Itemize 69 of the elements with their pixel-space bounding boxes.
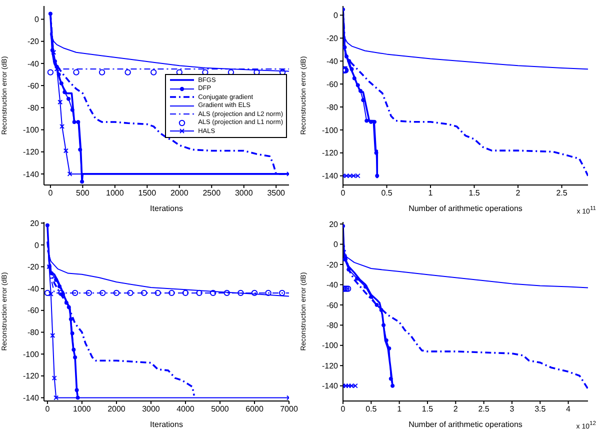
x-tick-label: 1 <box>428 188 434 198</box>
y-tick-label: -140 <box>22 170 40 179</box>
x-tick-label: 0 <box>45 404 50 414</box>
x-tick-label: 3000 <box>142 404 160 414</box>
x-tick-label: 2.5 <box>556 188 568 198</box>
x-tick-label: 2 <box>516 188 521 198</box>
x-tick-label: 6000 <box>246 404 264 414</box>
y-tick-label: -100 <box>322 126 339 135</box>
x-tick-label: 0.5 <box>381 188 393 198</box>
x-tick-label: 4 <box>566 404 572 414</box>
y-tick-label: -40 <box>326 56 339 66</box>
x-tick-label: 3.5 <box>534 404 546 414</box>
x-tick-label: 2 <box>453 404 458 414</box>
y-tick-label: -20 <box>27 262 40 272</box>
y-tick-label: -60 <box>326 300 339 310</box>
y-tick-label: -80 <box>27 103 40 112</box>
y-tick-label: -140 <box>22 393 40 402</box>
x-tick-label: 1.5 <box>422 404 434 414</box>
x-tick-label: 1 <box>397 404 402 414</box>
x-axis-title: Number of arithmetic operations <box>408 204 522 213</box>
x-tick-label: 1500 <box>138 188 157 198</box>
y-tick-label: -140 <box>322 381 339 390</box>
y-tick-label: -80 <box>326 102 339 112</box>
y-tick-label: -40 <box>27 59 40 68</box>
y-tick-label: -80 <box>27 328 40 337</box>
y-tick-label: -80 <box>326 320 339 330</box>
x-tick-label: 4000 <box>176 404 195 414</box>
y-tick-label: -20 <box>326 260 339 269</box>
x-tick-label: 2500 <box>202 188 222 198</box>
y-tick-label: -120 <box>22 371 40 380</box>
x-tick-label: 0 <box>340 404 346 414</box>
y-tick-label: -20 <box>326 34 339 43</box>
y-tick-label: 0 <box>334 11 339 20</box>
y-tick-label: -60 <box>27 306 40 315</box>
x-tick-label: 7000 <box>280 404 298 414</box>
x-tick-label: 1.5 <box>468 188 480 198</box>
y-tick-label: -60 <box>326 80 339 89</box>
y-tick-label: 20 <box>329 219 339 228</box>
x-tick-label: 2000 <box>108 404 126 414</box>
y-tick-label: -100 <box>322 340 339 350</box>
y-tick-label: 0 <box>334 240 339 249</box>
y-tick-label: -100 <box>22 126 40 135</box>
y-tick-label: 0 <box>34 15 40 24</box>
y-tick-label: -40 <box>326 280 339 290</box>
x-tick-label: 3500 <box>267 188 286 198</box>
x-tick-label: 1000 <box>106 188 124 198</box>
y-tick-label: -60 <box>27 81 40 90</box>
x-axis-title: Number of arithmetic operations <box>408 420 522 428</box>
x-axis-title: Iterations <box>150 420 183 428</box>
x-tick-label: 5000 <box>211 404 230 414</box>
y-tick-label: -120 <box>22 148 40 157</box>
x-tick-label: 0 <box>340 188 346 198</box>
x-tick-label: 0 <box>48 188 54 198</box>
y-tick-label: 20 <box>30 218 40 228</box>
x-tick-label: 0.5 <box>366 404 378 414</box>
y-tick-label: 0 <box>34 240 40 250</box>
y-tick-label: -100 <box>22 349 40 358</box>
x-tick-label: 3 <box>510 404 515 414</box>
x-tick-label: 500 <box>76 188 90 198</box>
x-tick-label: 2000 <box>170 188 189 198</box>
x-axis-title: Iterations <box>150 204 183 213</box>
y-tick-label: -120 <box>322 148 339 158</box>
x-tick-label: 2.5 <box>478 404 490 414</box>
y-tick-label: -140 <box>322 172 339 181</box>
y-tick-label: -40 <box>27 284 40 293</box>
y-tick-label: -120 <box>322 360 339 370</box>
y-tick-label: -20 <box>27 37 40 46</box>
x-tick-label: 3000 <box>234 188 254 198</box>
x-tick-label: 1000 <box>73 404 92 414</box>
